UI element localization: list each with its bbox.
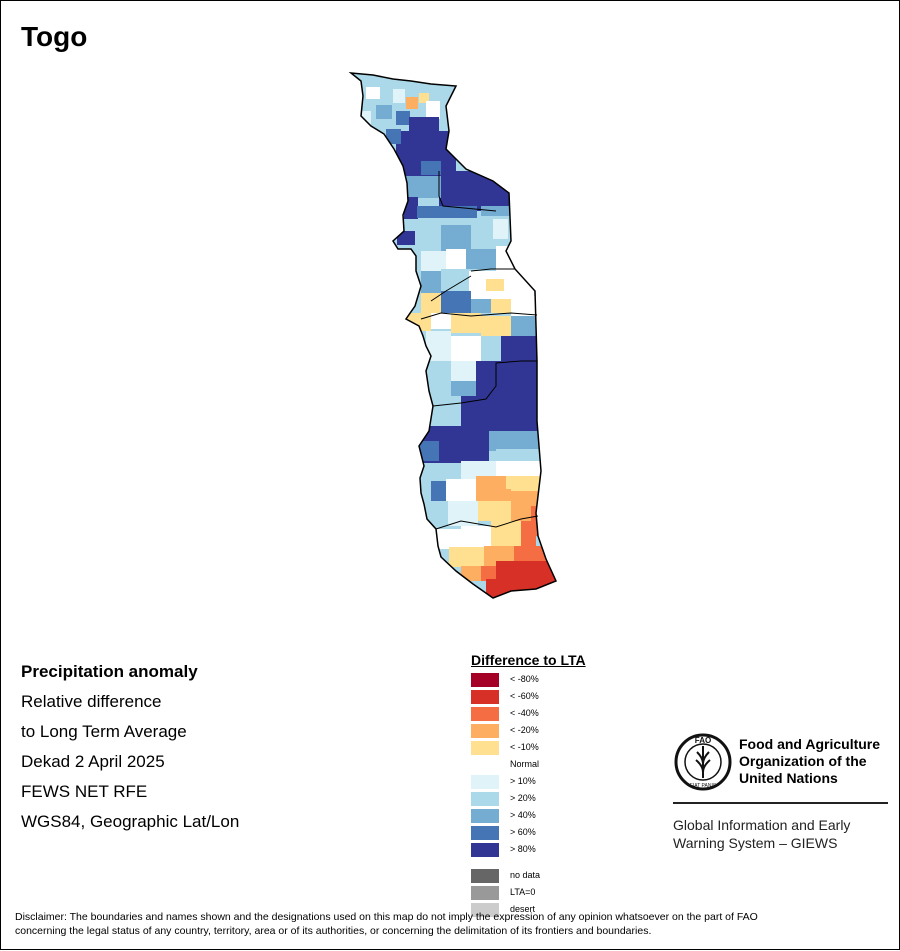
disclaimer: Disclaimer: The boundaries and names sho…: [15, 910, 885, 938]
legend-swatch: [471, 673, 499, 687]
legend-row: LTA=0: [471, 885, 641, 902]
legend-label: > 20%: [510, 793, 536, 803]
region-borders: [420, 171, 539, 530]
info-line-2: Relative difference: [21, 692, 162, 711]
fao-name-line-1: Food and Agriculture: [739, 736, 881, 752]
legend-swatch: [471, 758, 499, 772]
legend-items: < -80% < -60% < -40% < -20% < -10% Normal > 10…: [471, 672, 641, 859]
legend-row: Normal: [471, 757, 641, 774]
fao-name-line-2: Organization of the: [739, 753, 867, 769]
legend-row: < -10%: [471, 740, 641, 757]
legend-row: > 60%: [471, 825, 641, 842]
legend-swatch: [471, 741, 499, 755]
disclaimer-line-2: concerning the legal status of any count…: [15, 925, 652, 937]
legend-label: < -60%: [510, 691, 539, 701]
disclaimer-line-1: Disclaimer: The boundaries and names sho…: [15, 911, 758, 923]
legend-row: desert: [471, 902, 641, 919]
giews-name: Global Information and Early Warning Sys…: [673, 816, 850, 852]
fao-name-line-3: United Nations: [739, 770, 838, 786]
legend-label: no data: [510, 870, 541, 880]
legend-label: < -40%: [510, 708, 539, 718]
legend-swatch: [471, 690, 499, 704]
legend-label: > 60%: [510, 827, 536, 837]
legend-row: > 20%: [471, 791, 641, 808]
giews-line-2: Warning System – GIEWS: [673, 835, 838, 851]
legend-row: > 40%: [471, 808, 641, 825]
legend-row: < -20%: [471, 723, 641, 740]
legend-label: Normal: [510, 759, 540, 769]
map-title: Togo: [21, 21, 88, 52]
legend-title: Difference to LTA: [471, 652, 586, 668]
fao-name: Food and Agriculture Organization of the…: [739, 736, 880, 787]
legend-swatch: [471, 869, 499, 883]
fao-logo-motto: FIAT PANIS: [690, 783, 717, 789]
legend-label: LTA=0: [510, 887, 536, 897]
legend-label: > 40%: [510, 810, 536, 820]
legend-label: < -20%: [510, 725, 539, 735]
legend-swatch: [471, 903, 499, 917]
legend-row: > 10%: [471, 774, 641, 791]
legend-label: < -80%: [510, 674, 539, 684]
legend-swatch: [471, 809, 499, 823]
fao-logo-text: FAO: [695, 736, 711, 745]
info-line-3: to Long Term Average: [21, 722, 187, 741]
info-title: Precipitation anomaly: [21, 662, 198, 681]
info-line-6: WGS84, Geographic Lat/Lon: [21, 812, 240, 831]
legend-row: > 80%: [471, 842, 641, 859]
legend-swatch: [471, 843, 499, 857]
fao-logo-icon: FAO FIAT PANIS: [674, 733, 732, 791]
info-line-4: Dekad 2 April 2025: [21, 752, 165, 771]
legend-label: < -10%: [510, 742, 539, 752]
legend-row: < -60%: [471, 689, 641, 706]
divider: [673, 802, 888, 804]
legend-swatch: [471, 886, 499, 900]
legend-row: < -40%: [471, 706, 641, 723]
legend-swatch: [471, 707, 499, 721]
info-line-5: FEWS NET RFE: [21, 782, 148, 801]
legend-swatch: [471, 775, 499, 789]
legend-swatch: [471, 792, 499, 806]
legend-row: < -80%: [471, 672, 641, 689]
legend-label: desert: [510, 904, 536, 914]
legend-label: > 10%: [510, 776, 536, 786]
legend-swatch: [471, 724, 499, 738]
giews-line-1: Global Information and Early: [673, 817, 851, 833]
legend-label: > 80%: [510, 844, 536, 854]
legend: Difference to LTA < -80% < -60% < -40% < -2…: [471, 652, 641, 919]
legend-extras: no data LTA=0 desert: [471, 868, 641, 919]
legend-swatch: [471, 826, 499, 840]
legend-row: no data: [471, 868, 641, 885]
map-info-block: Precipitation anomaly Relative differenc…: [21, 657, 239, 837]
